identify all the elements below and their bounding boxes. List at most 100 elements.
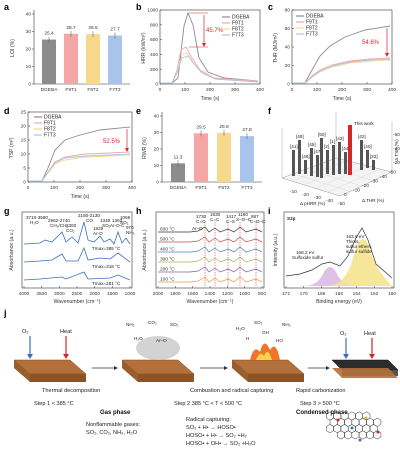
xlabel-g: Wavenumber (cm⁻¹)	[54, 299, 101, 305]
tsp-ytick: 5	[23, 166, 26, 172]
xps-peak2-energy: 168.2 eV	[296, 250, 315, 255]
ylabel-d: TSP (m²)	[9, 137, 15, 158]
peak-soc-bond: S–O–C	[236, 217, 252, 222]
loi-bar-f8t2	[86, 34, 100, 84]
temp-281: Tmax=281 °C	[92, 281, 121, 286]
insitu-xtick: 800	[258, 291, 266, 297]
char-hexagon	[366, 430, 374, 440]
panel-e: e RWR (%) 0 10 20 30 40 11.3 DGEBA 29.5 F9T1 29.…	[136, 106, 262, 191]
tsp-reduction-label: 52.5%	[103, 139, 121, 145]
rwr-ytick: 40	[154, 114, 160, 120]
heteroatom	[364, 416, 368, 420]
peak-h2o: H₂O	[30, 220, 39, 225]
step2-label: Step 2 385 °C < T < 500 °C	[174, 401, 242, 407]
thr-ytick: 80	[285, 8, 291, 14]
gas-co2: CO₂	[148, 320, 157, 325]
radical-h: H	[246, 336, 249, 341]
temp-318: Tmax=318 °C	[92, 264, 121, 269]
reference-label: [46]	[302, 154, 310, 159]
reference-label: [47]	[314, 149, 322, 154]
hrr-legend-f9t1: F9T1	[232, 21, 244, 27]
gas-so2: SO₂	[170, 322, 179, 327]
reference-label: [41]	[290, 144, 298, 149]
axis-thr-label: Δ THR (%)	[362, 198, 384, 203]
axis-tsp-label: Δ TSP (%)	[394, 139, 399, 161]
thr-tick: -10	[353, 188, 360, 194]
thr-tick: -30	[371, 179, 378, 185]
xps-xtick: 160	[388, 291, 396, 297]
panel-i: i Intensity (a.u.) 172 170 168 166 164 162 160…	[268, 206, 396, 305]
xps-xtick: 170	[300, 291, 308, 297]
phrr-tick: -40	[326, 198, 333, 204]
loi-value-label: 28.5	[88, 25, 98, 31]
xlabel-c: Time (s)	[333, 96, 352, 102]
panel-label-i: i	[268, 206, 271, 216]
hrr-xtick: 300	[231, 87, 239, 93]
peak-cc-bond: C=C	[210, 217, 220, 222]
radical-nh3: NH₃	[282, 322, 291, 327]
reference-label: [44]	[342, 146, 350, 151]
tsp-tick: -40	[393, 146, 400, 152]
peak-coc-bond: C–O–C	[250, 219, 266, 224]
panel-label-e: e	[136, 106, 141, 116]
reference-bar	[338, 142, 341, 174]
tsp-xtick: 100	[50, 185, 58, 191]
tsp-ytick: 0	[23, 180, 26, 186]
ylabel-a: LOI (%)	[10, 39, 16, 57]
ftir-xtick: 4000	[19, 291, 30, 297]
radical-h2o: H₂O	[236, 326, 245, 331]
thr-xtick: 0	[291, 87, 294, 93]
panel-b: b HRR (kW/m²) 0 200 400 600 800 1000 0 100 200 30…	[136, 2, 264, 102]
hrr-legend-f7t3: F7T3	[232, 33, 244, 39]
radical-title: Radical capturing:	[186, 417, 231, 423]
insitu-xtick: 1400	[205, 291, 216, 297]
loi-ytick: 40	[26, 12, 32, 18]
rwr-value-label: 27.8	[242, 127, 252, 133]
o2-label-1: O₂	[22, 329, 29, 335]
insitu-temp-label: 600 °C	[160, 227, 175, 233]
thr-ytick: 0	[287, 82, 290, 88]
panel-h: h Absorbance (a.u.) 2000 1800 1600 1400 1200…	[136, 206, 266, 305]
hrr-f9t1-line	[162, 46, 259, 84]
peak-so2-b: SO₂	[120, 220, 129, 225]
tsp-xtick: 300	[102, 185, 110, 191]
hrr-reduction-label: 45.7%	[206, 28, 224, 34]
panel-label-h: h	[136, 206, 142, 216]
phrr-tick: -20	[302, 192, 309, 198]
char-structure	[326, 411, 382, 442]
tsp-xtick: 200	[76, 185, 84, 191]
peak-887: 887	[251, 214, 259, 219]
reference-bar	[332, 145, 335, 175]
thr-dgeba-line	[294, 25, 391, 84]
peak-nh3: NH₃	[126, 230, 135, 235]
insitu-xtick: 1800	[170, 291, 181, 297]
phrr-tick: -30	[314, 195, 321, 201]
tsp-legend-dgeba: DGEBA	[44, 115, 62, 121]
temp-385: Tmax=385 °C	[92, 246, 121, 251]
reference-bar	[316, 155, 319, 177]
rwr-ytick: 20	[154, 147, 160, 153]
radical-so2: SO₂	[254, 320, 263, 325]
tsp-ytick: 15	[21, 138, 27, 144]
loi-category-label: F9T1	[65, 87, 77, 93]
peak-ch3: CH₃/CH₂	[50, 223, 68, 228]
hrr-dgeba-line	[162, 11, 259, 84]
radical-eq-2: HOSO• + H• → SO₂ +H₂	[186, 433, 247, 439]
arrow3-label: Rapid carbonization	[296, 388, 345, 394]
tsp-legend-f8t2: F8T2	[44, 127, 56, 133]
reference-label: [48]	[296, 134, 304, 139]
rwr-bar-dgeba	[171, 163, 185, 182]
ylabel-b: HRR (kW/m²)	[141, 32, 147, 63]
tsp-xtick: 400	[128, 185, 136, 191]
ftir-xtick: 3500	[36, 291, 47, 297]
hrr-xtick: 100	[181, 87, 189, 93]
panel-label-b: b	[136, 2, 142, 12]
loi-ytick: 10	[26, 64, 32, 70]
loi-ytick: 20	[26, 47, 32, 53]
xlabel-b: Time (s)	[201, 96, 220, 102]
gas-aro: Ar–O	[156, 338, 167, 343]
rwr-bar-f9t1	[194, 133, 208, 182]
gas-nh3: NH₃	[126, 322, 135, 327]
this-work-bar	[348, 125, 352, 175]
reference-bar	[298, 140, 301, 174]
